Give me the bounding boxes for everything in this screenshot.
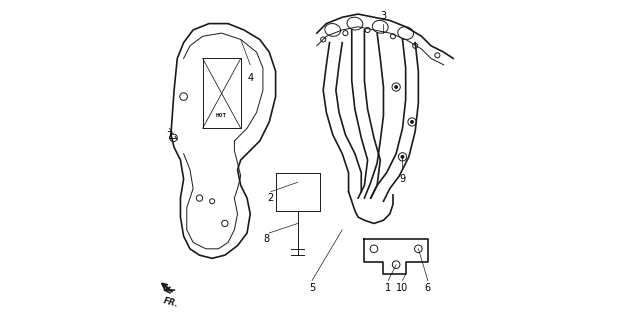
Text: 4: 4 <box>247 73 253 83</box>
Text: 6: 6 <box>425 284 431 293</box>
Text: 5: 5 <box>309 284 315 293</box>
Circle shape <box>401 156 404 158</box>
Text: 8: 8 <box>263 234 269 244</box>
Text: 10: 10 <box>396 284 409 293</box>
Text: 3: 3 <box>381 11 386 21</box>
Text: 9: 9 <box>399 174 406 184</box>
Text: 1: 1 <box>385 284 391 293</box>
Circle shape <box>395 86 397 88</box>
Text: 7: 7 <box>166 131 173 141</box>
Text: HOT: HOT <box>216 113 227 118</box>
Text: FR.: FR. <box>162 296 179 309</box>
Text: 2: 2 <box>268 193 274 203</box>
Circle shape <box>410 121 414 123</box>
